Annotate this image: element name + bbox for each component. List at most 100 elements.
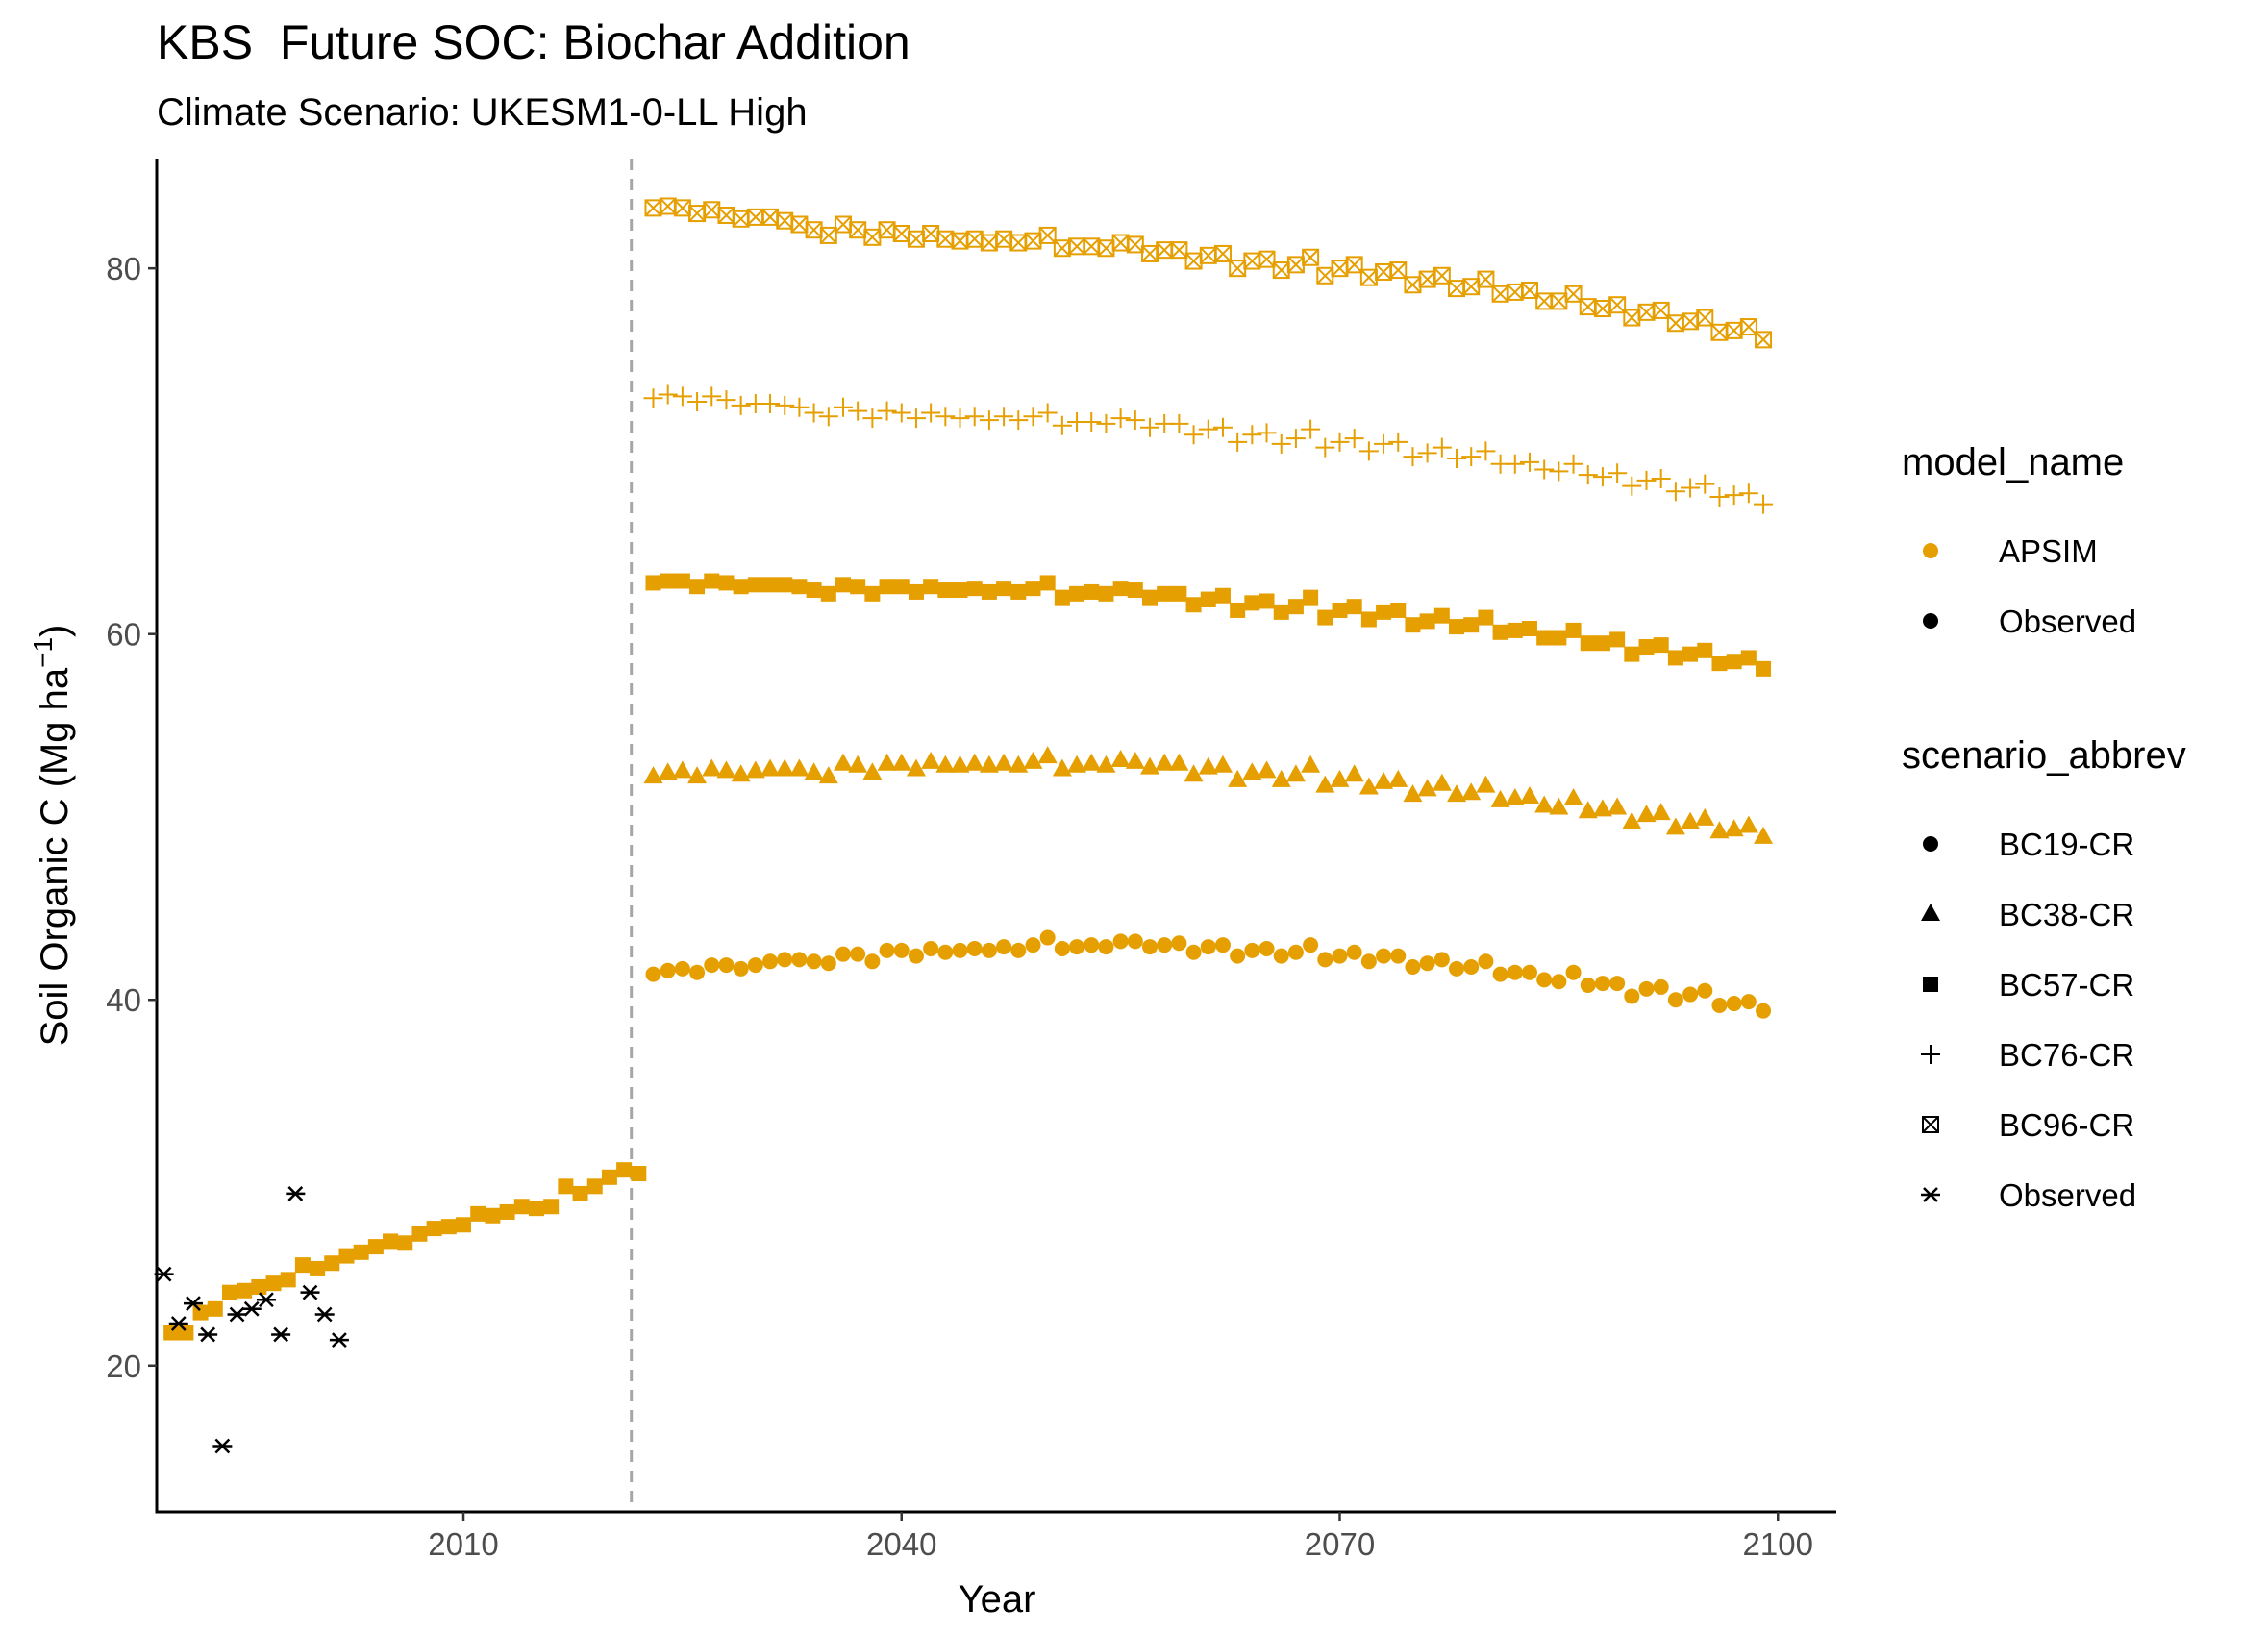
data-point	[966, 940, 983, 956]
data-point	[716, 760, 736, 779]
data-point	[1125, 751, 1145, 769]
data-point	[1052, 758, 1072, 777]
y-axis-title: Soil Organic C (Mg ha−1)	[28, 625, 76, 1047]
data-point	[1652, 301, 1670, 319]
data-point	[658, 762, 678, 780]
x-tick-label: 2010	[428, 1526, 498, 1562]
data-point	[241, 1300, 262, 1317]
x-tick-label: 2070	[1305, 1526, 1375, 1562]
series-bc96-cr-boxx	[644, 197, 1773, 349]
data-point	[1549, 461, 1569, 482]
data-point	[1534, 795, 1555, 813]
data-point	[1755, 331, 1773, 349]
data-point	[1358, 441, 1379, 461]
data-point	[1565, 964, 1582, 980]
data-point	[1521, 620, 1537, 636]
data-point	[1579, 298, 1597, 316]
data-point	[1317, 952, 1333, 968]
data-point	[280, 1272, 296, 1288]
data-point	[994, 753, 1014, 771]
data-point	[1332, 948, 1348, 964]
data-point	[367, 1239, 384, 1255]
data-point	[760, 758, 781, 777]
data-point	[1592, 799, 1612, 817]
data-point	[674, 573, 690, 589]
data-point	[1653, 978, 1669, 995]
data-point	[1258, 250, 1276, 268]
series-bc76-cr-plus	[643, 384, 1774, 514]
data-point	[1594, 976, 1610, 992]
data-point	[1521, 964, 1537, 980]
legend-label: BC38-CR	[1999, 897, 2134, 932]
data-point	[1184, 764, 1204, 782]
data-point	[1578, 801, 1598, 819]
chart-title: KBS Future SOC: Biochar Addition	[157, 15, 910, 69]
data-point	[804, 403, 824, 423]
data-point	[689, 964, 706, 980]
data-point	[616, 1162, 633, 1178]
data-point	[1651, 468, 1671, 488]
data-point	[1376, 948, 1392, 964]
data-point	[1082, 411, 1102, 432]
data-point	[1376, 604, 1392, 620]
data-point	[1754, 494, 1774, 514]
data-point	[1461, 447, 1482, 467]
data-point	[1157, 937, 1173, 953]
data-point	[702, 386, 722, 407]
data-point	[1476, 775, 1496, 793]
data-point	[1665, 482, 1685, 502]
data-point	[848, 401, 868, 421]
data-point	[923, 579, 939, 595]
data-point	[979, 755, 999, 773]
legend-key-asterisk	[1921, 1187, 1940, 1202]
data-point	[1565, 622, 1582, 638]
data-point	[804, 762, 824, 780]
data-point	[907, 230, 925, 248]
data-point	[893, 942, 910, 958]
data-point	[1083, 237, 1101, 256]
data-point	[672, 386, 692, 407]
legend-key-circle	[1923, 613, 1938, 629]
data-point	[265, 1275, 282, 1292]
data-point	[745, 760, 765, 779]
data-point	[879, 579, 895, 595]
data-point	[1667, 650, 1683, 666]
y-ticks: 20 40 60 80	[106, 251, 157, 1384]
data-point	[687, 766, 708, 784]
data-point	[1433, 952, 1450, 968]
data-point	[1140, 417, 1160, 437]
data-point	[922, 225, 940, 243]
data-point	[1695, 474, 1715, 494]
data-point	[1037, 403, 1058, 423]
data-point	[470, 1205, 486, 1222]
data-point	[981, 583, 997, 600]
data-point	[1230, 602, 1246, 618]
data-point	[1756, 660, 1772, 677]
legend-title: model_name	[1902, 441, 2124, 483]
data-point	[1303, 937, 1319, 953]
data-point	[1478, 609, 1494, 626]
legend-model-name: model_name APSIM Observed	[1902, 441, 2136, 639]
legend-label: BC96-CR	[1999, 1107, 2134, 1143]
data-point	[1463, 617, 1480, 633]
data-point	[1536, 972, 1553, 988]
series-observed-asterisk	[154, 1186, 349, 1454]
data-point	[1463, 958, 1480, 975]
data-point	[935, 407, 956, 427]
data-point	[1301, 419, 1321, 439]
data-point	[1199, 246, 1217, 264]
data-point	[850, 946, 866, 962]
data-point	[1039, 929, 1056, 946]
data-point	[951, 232, 969, 250]
x-ticks: 2010 2040 2070 2100	[428, 1512, 1813, 1562]
data-point	[499, 1203, 515, 1220]
data-point	[1344, 429, 1364, 449]
data-point	[397, 1235, 413, 1251]
data-point	[1419, 955, 1435, 972]
data-point	[1637, 303, 1656, 321]
data-point	[906, 408, 926, 429]
data-point	[1374, 771, 1394, 789]
data-point	[1082, 753, 1102, 771]
data-point	[178, 1325, 194, 1341]
data-point	[572, 1185, 588, 1201]
